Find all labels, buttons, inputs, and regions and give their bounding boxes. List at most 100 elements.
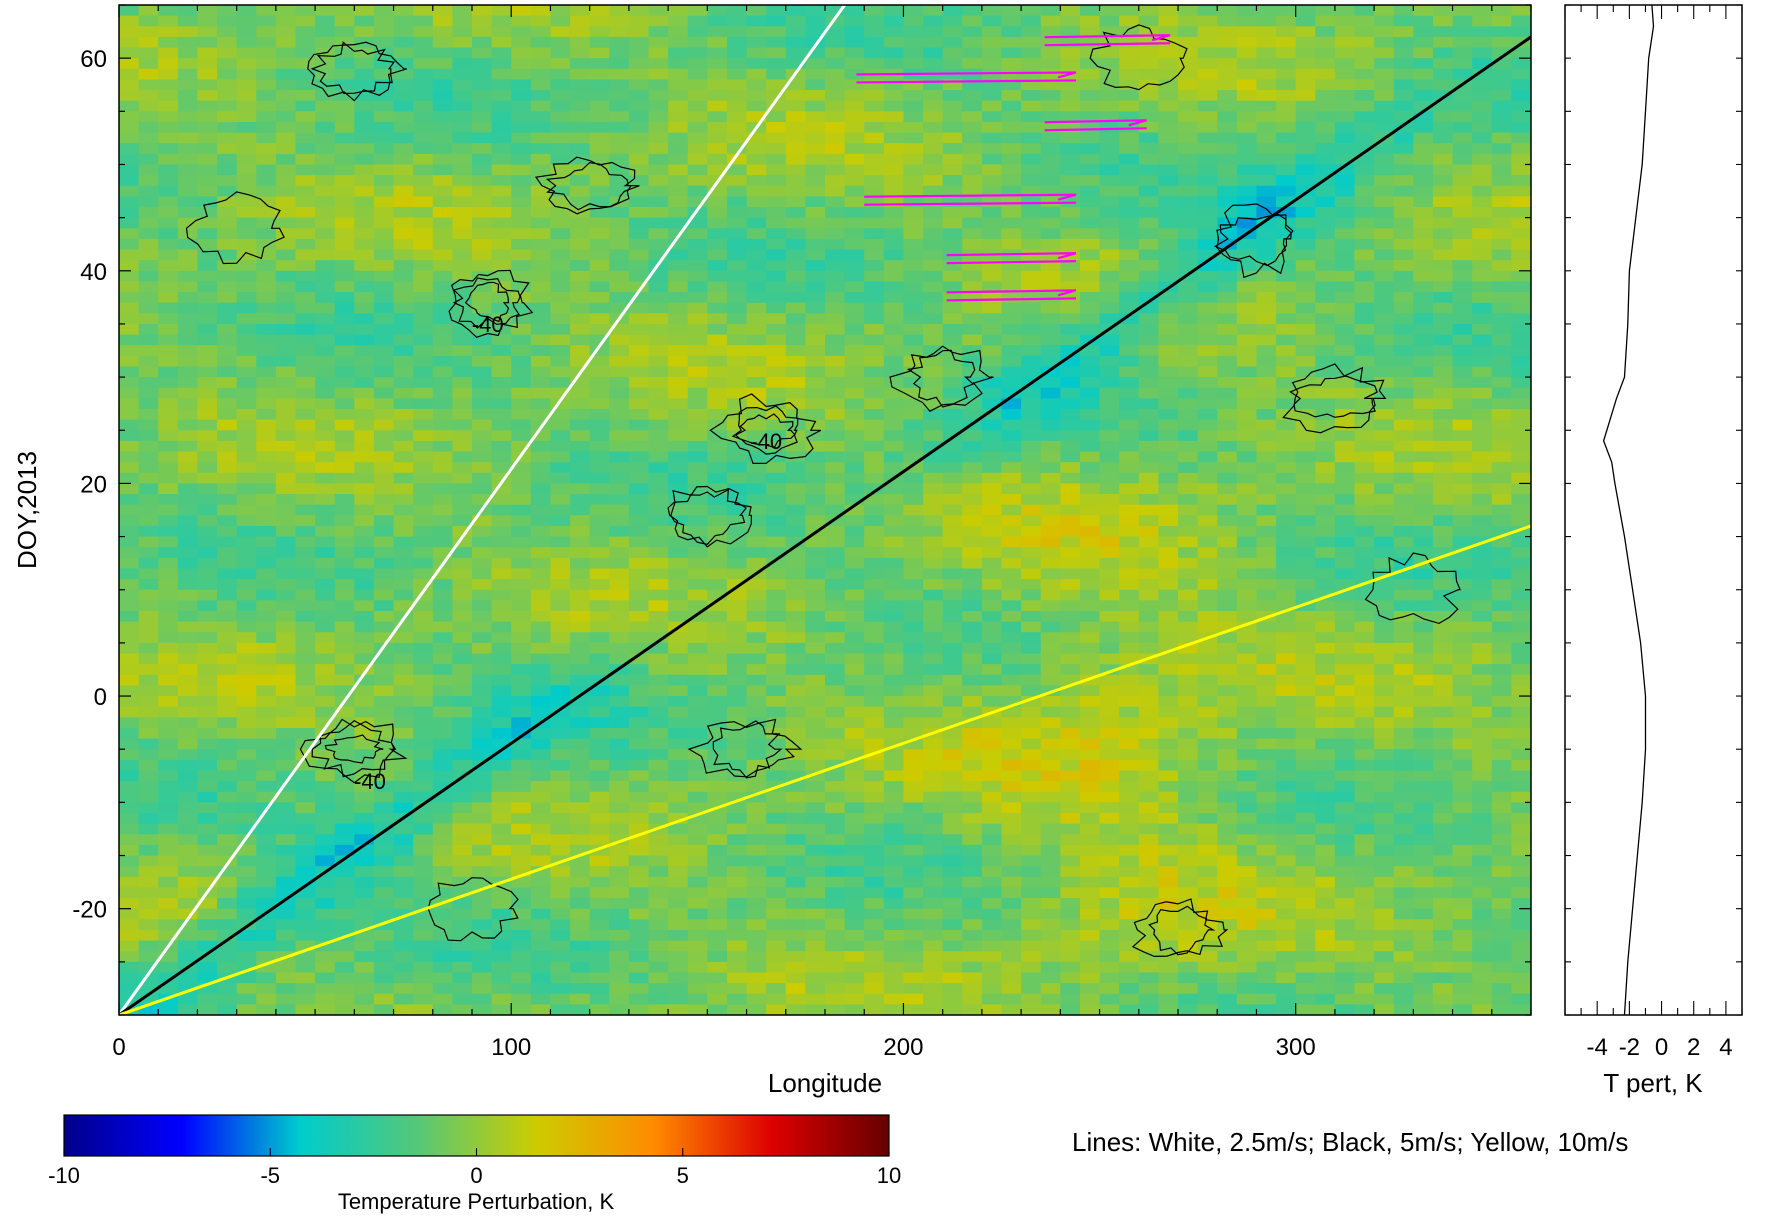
heat-cell — [1119, 36, 1140, 49]
heat-cell — [491, 409, 512, 421]
heat-cell — [1393, 664, 1414, 676]
heat-cell — [609, 323, 630, 336]
heat-cell — [1393, 568, 1414, 580]
heat-cell — [373, 494, 395, 506]
heat-cell — [1119, 132, 1140, 144]
heat-cell — [295, 398, 316, 410]
heat-cell — [766, 557, 787, 570]
heat-cell — [138, 419, 159, 431]
heat-cell — [726, 5, 748, 17]
heat-cell — [491, 36, 512, 49]
heat-cell — [119, 536, 140, 548]
heat-cell — [1393, 430, 1414, 442]
heat-cell — [1334, 696, 1356, 708]
heat-cell — [981, 185, 1003, 197]
heat-cell — [923, 451, 944, 463]
heat-cell — [217, 313, 238, 325]
heat-cell — [1138, 377, 1159, 389]
heat-cell — [1158, 164, 1179, 176]
heat-cell — [962, 323, 983, 336]
heat-cell — [315, 111, 336, 123]
heat-cell — [1138, 207, 1159, 219]
heat-cell — [1334, 345, 1356, 357]
heat-cell — [766, 674, 787, 687]
heat-cell — [1099, 355, 1120, 368]
heat-cell — [315, 143, 336, 155]
heat-cell — [315, 632, 336, 644]
heat-cell — [334, 323, 355, 336]
heat-cell — [668, 217, 689, 229]
heat-cell — [1119, 696, 1140, 708]
heat-cell — [491, 228, 512, 240]
heat-cell — [1197, 175, 1218, 187]
heat-cell — [1079, 5, 1101, 17]
heat-cell — [1452, 132, 1473, 144]
heat-cell — [1393, 313, 1414, 325]
heat-cell — [844, 387, 865, 399]
heat-cell — [452, 196, 473, 208]
heat-cell — [805, 281, 826, 293]
heat-cell — [1276, 536, 1297, 548]
heat-cell — [334, 706, 355, 718]
heat-cell — [1393, 175, 1414, 187]
heat-cell — [491, 674, 512, 687]
heat-cell — [550, 557, 571, 570]
heat-cell — [746, 132, 767, 144]
heat-cell — [1021, 207, 1042, 219]
heat-cell — [589, 292, 610, 304]
heat-cell — [452, 398, 473, 410]
heat-cell — [1178, 504, 1199, 516]
heat-cell — [1432, 121, 1454, 134]
heat-cell — [550, 5, 571, 17]
heat-cell — [1236, 323, 1258, 336]
heat-cell — [766, 121, 787, 134]
heat-cell — [393, 685, 414, 697]
heat-cell — [746, 483, 767, 495]
heat-cell — [236, 196, 257, 208]
heat-cell — [1315, 121, 1336, 134]
heat-cell — [1452, 419, 1473, 431]
heat-cell — [903, 536, 924, 548]
heat-cell — [295, 377, 316, 389]
heat-cell — [805, 440, 826, 453]
heat-cell — [1374, 153, 1395, 166]
heat-cell — [942, 557, 963, 570]
heat-cell — [981, 696, 1003, 708]
heat-cell — [864, 79, 885, 91]
heat-cell — [511, 185, 532, 197]
heat-cell — [1256, 164, 1277, 176]
heat-cell — [746, 717, 767, 729]
heat-cell — [1178, 207, 1199, 219]
heat-cell — [1334, 483, 1356, 495]
heat-cell — [766, 143, 787, 155]
heat-cell — [844, 727, 865, 740]
heat-cell — [1197, 674, 1218, 687]
heat-cell — [1021, 58, 1042, 70]
heat-cell — [844, 260, 865, 272]
heat-cell — [432, 632, 453, 644]
heat-cell — [236, 323, 257, 336]
heat-cell — [1060, 79, 1081, 91]
heat-cell — [511, 111, 532, 123]
heat-cell — [373, 47, 395, 59]
heat-cell — [687, 355, 708, 368]
heat-cell — [648, 366, 669, 378]
heat-cell — [844, 440, 865, 453]
heat-cell — [844, 292, 865, 304]
heat-cell — [1040, 398, 1061, 410]
heat-cell — [491, 334, 512, 346]
heat-cell — [236, 696, 257, 708]
heat-cell — [432, 47, 453, 59]
heat-cell — [413, 451, 434, 463]
heat-cell — [1021, 111, 1042, 123]
heat-cell — [1295, 685, 1316, 697]
heat-cell — [1197, 717, 1218, 729]
heat-cell — [1491, 313, 1512, 325]
heat-cell — [1472, 440, 1493, 453]
heat-cell — [413, 727, 434, 740]
heat-cell — [1119, 525, 1140, 538]
heat-cell — [334, 68, 355, 81]
heat-cell — [962, 36, 983, 49]
heat-cell — [726, 175, 748, 187]
heat-cell — [1413, 589, 1434, 601]
